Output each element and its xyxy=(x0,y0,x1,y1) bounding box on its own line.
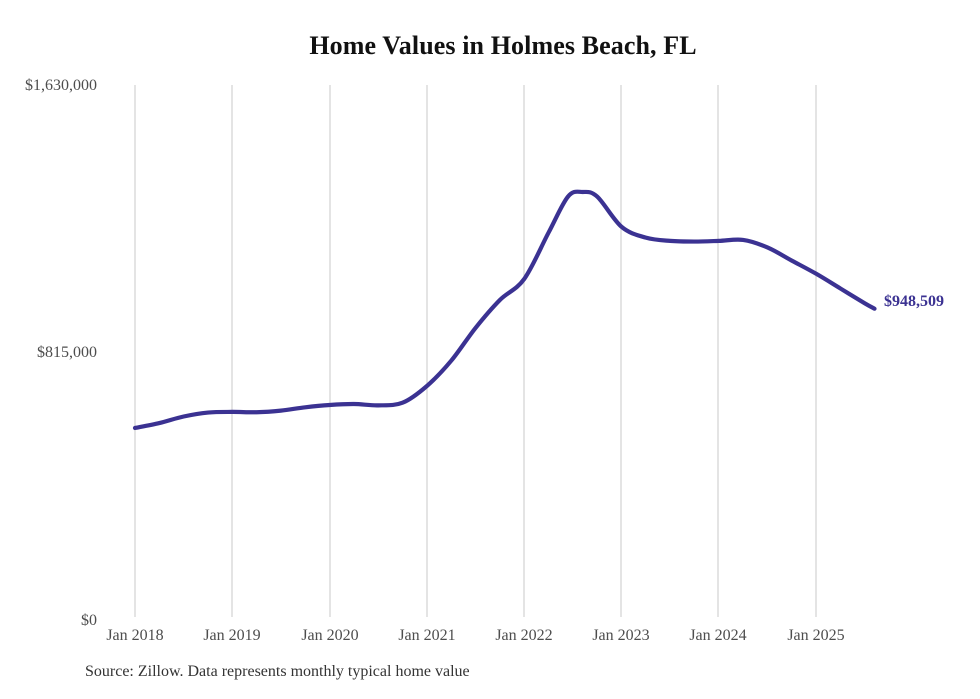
chart-title: Home Values in Holmes Beach, FL xyxy=(309,31,697,60)
y-tick-label-mid: $815,000 xyxy=(37,344,97,361)
x-tick-label-jan-2022: Jan 2022 xyxy=(495,627,553,644)
x-tick-label-jan-2024: Jan 2024 xyxy=(689,627,747,644)
home-value-series-line xyxy=(132,189,877,431)
x-tick-label-jan-2018: Jan 2018 xyxy=(106,627,164,644)
y-tick-label-max: $1,630,000 xyxy=(25,77,97,94)
x-tick-label-jan-2023: Jan 2023 xyxy=(592,627,650,644)
x-tick-label-jan-2020: Jan 2020 xyxy=(301,627,359,644)
gridlines xyxy=(134,85,817,617)
series-end-value-label: $948,509 xyxy=(884,293,944,310)
source-note: Source: Zillow. Data represents monthly … xyxy=(85,663,470,680)
x-tick-label-jan-2025: Jan 2025 xyxy=(787,627,845,644)
y-tick-label-zero: $0 xyxy=(81,612,97,629)
x-tick-label-jan-2019: Jan 2019 xyxy=(203,627,261,644)
x-tick-label-jan-2021: Jan 2021 xyxy=(398,627,456,644)
